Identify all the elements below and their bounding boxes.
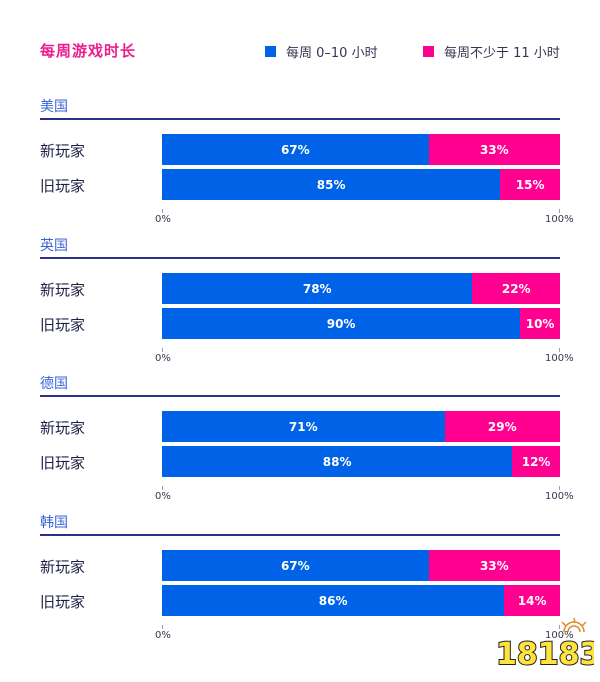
stacked-bar: 88% 12%: [162, 446, 560, 477]
axis-max-label: 100%: [545, 491, 574, 502]
axis-max-label: 100%: [545, 214, 574, 225]
country-panel: 韩国新玩家 67% 33% 旧玩家 86% 14% 0% 100%: [40, 512, 574, 652]
axis-min-label: 0%: [155, 214, 171, 225]
country-heading: 英国: [40, 238, 68, 254]
axis-tick: [559, 486, 560, 490]
legend-item-low: 每周 0–10 小时: [265, 42, 378, 61]
axis-min-label: 0%: [155, 491, 171, 502]
legend-item-high: 每周不少于 11 小时: [423, 42, 560, 61]
bar-segment-low: 86%: [162, 585, 505, 616]
axis-tick: [162, 209, 163, 213]
segment-value: 22%: [501, 281, 531, 296]
row-label: 旧玩家: [40, 593, 86, 611]
bar-segment-high: 33%: [428, 134, 560, 165]
section-divider: [40, 118, 560, 120]
stacked-bar: 67% 33%: [162, 550, 560, 581]
row-label: 新玩家: [40, 142, 86, 160]
legend-swatch-blue-icon: [265, 46, 276, 57]
bar-segment-high: 22%: [472, 273, 560, 304]
bar-segment-high: 10%: [520, 308, 560, 339]
segment-value: 29%: [487, 419, 517, 434]
segment-value: 78%: [302, 281, 332, 296]
country-heading: 德国: [40, 376, 68, 392]
bar-segment-high: 15%: [500, 169, 560, 200]
row-label: 新玩家: [40, 558, 86, 576]
segment-value: 15%: [515, 177, 545, 192]
country-heading: 美国: [40, 99, 68, 115]
bar-segment-low: 67%: [162, 134, 429, 165]
bar-segment-low: 78%: [162, 273, 473, 304]
section-divider: [40, 534, 560, 536]
axis-tick: [162, 348, 163, 352]
stacked-bar: 86% 14%: [162, 585, 560, 616]
bar-segment-low: 90%: [162, 308, 521, 339]
axis-tick: [559, 348, 560, 352]
country-panel: 德国新玩家 71% 29% 旧玩家 88% 12% 0% 100%: [40, 373, 574, 513]
segment-value: 10%: [525, 316, 555, 331]
bar-segment-low: 88%: [162, 446, 513, 477]
axis-tick: [559, 625, 560, 629]
stacked-bar: 67% 33%: [162, 134, 560, 165]
chart-title: 每周游戏时长: [40, 42, 137, 60]
axis-tick: [162, 486, 163, 490]
segment-value: 12%: [521, 454, 551, 469]
section-divider: [40, 257, 560, 259]
bar-segment-low: 71%: [162, 411, 445, 442]
bar-segment-high: 33%: [428, 550, 560, 581]
stacked-bar: 85% 15%: [162, 169, 560, 200]
axis-max-label: 100%: [545, 353, 574, 364]
section-divider: [40, 395, 560, 397]
legend-label: 每周 0–10 小时: [286, 46, 378, 61]
row-label: 旧玩家: [40, 316, 86, 334]
bar-segment-low: 67%: [162, 550, 429, 581]
segment-value: 90%: [326, 316, 356, 331]
axis-tick: [559, 209, 560, 213]
stacked-bar: 78% 22%: [162, 273, 560, 304]
segment-value: 14%: [517, 593, 547, 608]
stacked-bar: 71% 29%: [162, 411, 560, 442]
segment-value: 88%: [322, 454, 352, 469]
segment-value: 85%: [316, 177, 346, 192]
country-heading: 韩国: [40, 515, 68, 531]
row-label: 新玩家: [40, 419, 86, 437]
bar-segment-low: 85%: [162, 169, 501, 200]
row-label: 新玩家: [40, 281, 86, 299]
segment-value: 71%: [288, 419, 318, 434]
axis-tick: [162, 625, 163, 629]
stacked-bar: 90% 10%: [162, 308, 560, 339]
row-label: 旧玩家: [40, 454, 86, 472]
legend-label: 每周不少于 11 小时: [444, 46, 560, 61]
bar-segment-high: 14%: [504, 585, 560, 616]
axis-min-label: 0%: [155, 353, 171, 364]
segment-value: 86%: [318, 593, 348, 608]
country-panel: 美国新玩家 67% 33% 旧玩家 85% 15% 0% 100%: [40, 96, 574, 236]
country-panel: 英国新玩家 78% 22% 旧玩家 90% 10% 0% 100%: [40, 235, 574, 375]
svg-text:18183: 18183: [496, 637, 594, 672]
site-logo-watermark: 18183: [495, 617, 594, 672]
axis-max-label: 100%: [545, 630, 574, 641]
segment-value: 33%: [479, 142, 509, 157]
bar-segment-high: 29%: [444, 411, 560, 442]
segment-value: 67%: [280, 142, 310, 157]
row-label: 旧玩家: [40, 177, 86, 195]
bar-segment-high: 12%: [512, 446, 560, 477]
segment-value: 33%: [479, 558, 509, 573]
axis-min-label: 0%: [155, 630, 171, 641]
segment-value: 67%: [280, 558, 310, 573]
legend-swatch-pink-icon: [423, 46, 434, 57]
